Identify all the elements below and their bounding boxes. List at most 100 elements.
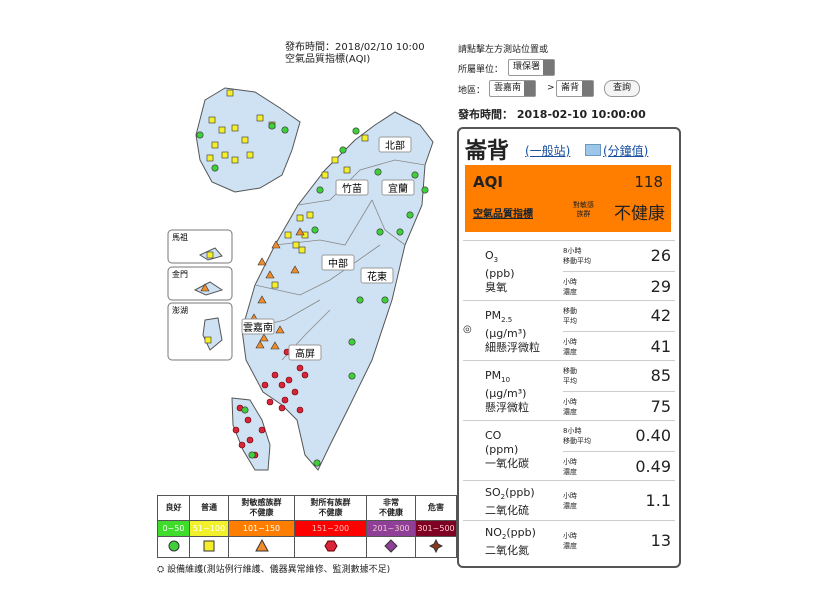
- legend-level: 良好: [157, 495, 190, 521]
- type-link[interactable]: (一般站): [525, 144, 571, 158]
- period-line: 濃度: [563, 348, 577, 356]
- station-moderate: [343, 166, 351, 174]
- formula: PM10: [485, 369, 529, 387]
- note: 設備維護(測站例行維護、儀器異常維修、監測數據不足): [167, 565, 391, 575]
- unit: (ppb): [485, 267, 515, 281]
- station-unhealthy: [266, 398, 274, 406]
- region-label: 竹苗: [342, 182, 362, 195]
- query-button[interactable]: 查詢: [604, 80, 641, 97]
- station-moderate: [298, 246, 306, 254]
- station-unhealthy: [232, 426, 240, 434]
- region-box: [288, 344, 322, 361]
- formula: PM2.5: [485, 309, 540, 327]
- reading-value: 13: [650, 531, 671, 550]
- pollutant-name: 二氧化氮: [485, 544, 529, 558]
- station-moderate: [206, 154, 214, 162]
- legend-level: 危害: [415, 495, 457, 521]
- status-line: 族群: [576, 210, 591, 218]
- reading-value: 42: [650, 306, 671, 325]
- status-line: 對敏感: [573, 201, 594, 209]
- pollutant-label: PM10 (μg/m³) 懸浮微粒: [485, 369, 529, 415]
- station-time: 發布時間： 2018-02-10 10:00:00: [458, 108, 646, 121]
- station-good: [396, 228, 404, 236]
- period-line: 移動平均: [563, 437, 591, 445]
- legend-level: 對敏感族群 不健康: [228, 495, 295, 521]
- station-moderate: [206, 251, 214, 259]
- period-line: 濃度: [563, 468, 577, 476]
- period-line: 8小時: [563, 247, 582, 255]
- station-unhealthy: [258, 426, 266, 434]
- station-moderate: [221, 151, 229, 159]
- formula-base: PM: [485, 369, 502, 382]
- legend-icons: [157, 536, 457, 558]
- station-good: [211, 164, 219, 172]
- reading: 小時 濃度 13: [563, 521, 675, 561]
- period-line: 小時: [563, 398, 577, 406]
- period: 小時 濃度: [563, 397, 577, 417]
- formula-base: NO: [485, 526, 502, 539]
- station-good: [248, 451, 256, 459]
- region-box: [241, 318, 275, 335]
- station-usg: [257, 295, 267, 304]
- minute-link[interactable]: (分鐘值): [603, 144, 649, 158]
- station-unhealthy: [278, 404, 286, 412]
- region-label: 高屏: [295, 347, 315, 360]
- station-unhealthy: [271, 371, 279, 379]
- period: 小時 濃度: [563, 491, 577, 511]
- station-good: [411, 171, 419, 179]
- level-name: 普通: [201, 503, 217, 512]
- period-line: 平均: [563, 377, 577, 385]
- pollutant-row: O3 (ppb) 臭氧 8小時 移動平均 26 小時 濃度 29: [463, 240, 675, 301]
- reading-value: 0.40: [635, 426, 671, 445]
- station-unhealthy: [281, 396, 289, 404]
- reading: 小時 濃度 0.49: [563, 451, 675, 482]
- area-label: 地區：: [458, 86, 486, 96]
- station-unhealthy: [238, 441, 246, 449]
- pollutant-name: 細懸浮微粒: [485, 341, 540, 355]
- legend-icon: [157, 536, 190, 558]
- region-box: [335, 179, 369, 196]
- station-good: [281, 126, 289, 134]
- level-icon: [254, 538, 269, 552]
- station-good: [348, 338, 356, 346]
- station-moderate: [246, 151, 254, 159]
- station-usg: [271, 240, 281, 249]
- region-label: 中部: [328, 257, 348, 270]
- period: 小時 濃度: [563, 457, 577, 477]
- period-line: 小時: [563, 278, 577, 286]
- area-select[interactable]: 雲嘉南: [489, 80, 537, 97]
- period: 8小時 移動平均: [563, 426, 591, 446]
- publish-time: 發布時間：2018/02/10 10:00: [285, 42, 425, 53]
- formula-sub: 2: [500, 493, 506, 502]
- period: 8小時 移動平均: [563, 246, 591, 266]
- station-usg: [295, 227, 305, 236]
- station-moderate: [361, 134, 369, 142]
- level-name: 不健康: [249, 508, 274, 517]
- station-select[interactable]: 崙背: [556, 80, 595, 97]
- pollutant-row: PM10 (μg/m³) 懸浮微粒 移動 平均 85 小時 濃度 75: [463, 360, 675, 421]
- unit-select[interactable]: 環保署: [508, 59, 556, 76]
- station-moderate: [256, 114, 264, 122]
- pollutant-row: SO2(ppb) 二氧化硫 小時 濃度 1.1: [463, 480, 675, 521]
- level-name: 對敏感族群: [241, 498, 282, 507]
- station-usg: [270, 341, 280, 350]
- pollutant-label: NO2(ppb) 二氧化氮: [485, 526, 536, 558]
- station-unhealthy: [244, 416, 252, 424]
- station-moderate: [284, 231, 292, 239]
- pollutant-label: CO (ppm) 一氧化碳: [485, 429, 529, 471]
- formula-sub: 10: [501, 376, 511, 385]
- station-unhealthy: [296, 364, 304, 372]
- formula-suffix: (ppb): [505, 486, 535, 499]
- formula-base: PM: [485, 309, 502, 322]
- station-moderate: [296, 214, 304, 222]
- legend-range: 151~200: [294, 520, 367, 537]
- pollutant-mark: ◎: [463, 324, 472, 335]
- legend-level: 普通: [189, 495, 229, 521]
- legend-table: 良好 普通 對敏感族群 不健康 對所有族群 不健康 非常 不健康 危害 0~50 51~100 101…: [157, 495, 457, 558]
- pollutant-name: 懸浮微粒: [485, 401, 529, 415]
- formula: SO2(ppb): [485, 486, 535, 504]
- chart-icon[interactable]: [585, 144, 601, 156]
- region-box: [360, 267, 394, 284]
